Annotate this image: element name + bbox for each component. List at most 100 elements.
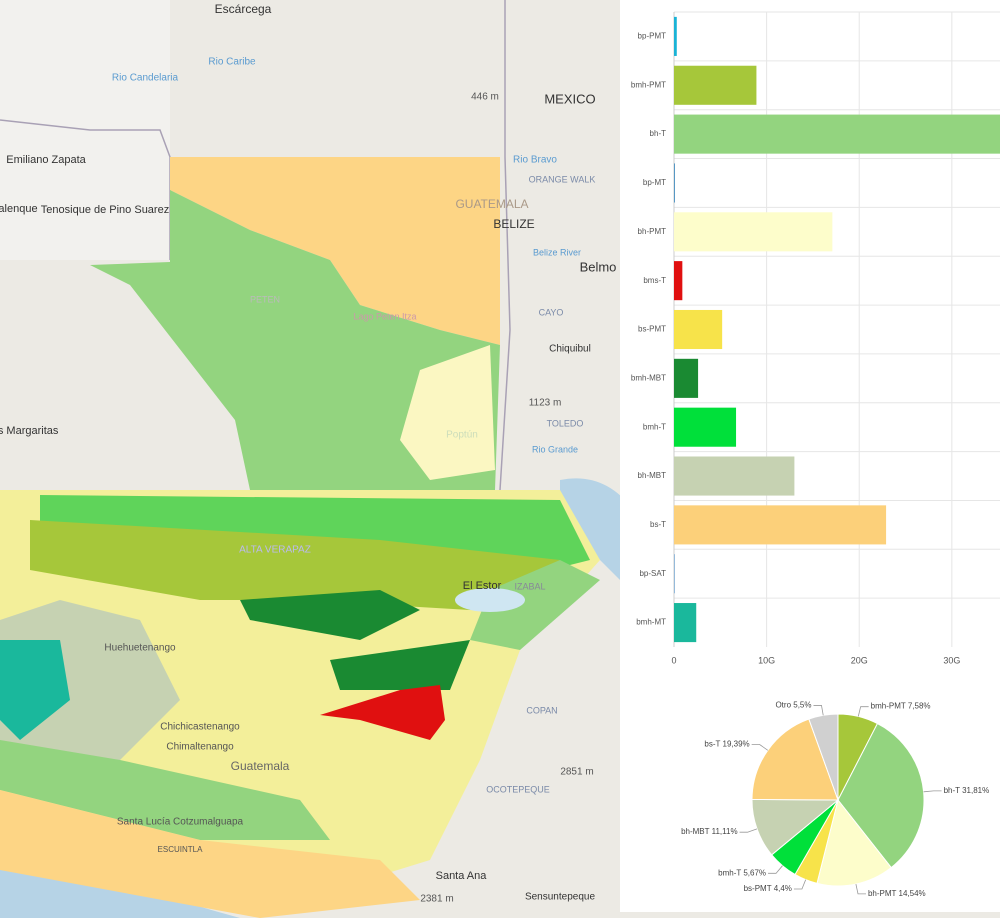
zone-bmh-mbt — [330, 640, 470, 690]
pie-label: bs-PMT 4,4% — [744, 884, 792, 893]
map-label: ESCUINTLA — [158, 845, 204, 854]
map-label: Belmo — [580, 259, 617, 274]
y-tick-label: bh-PMT — [638, 227, 667, 236]
map-label: Guatemala — [231, 759, 290, 773]
map-label: Rio Bravo — [513, 155, 557, 166]
zone-bs-t — [170, 157, 500, 345]
map-label: 2851 m — [560, 767, 593, 778]
pie-label-value: 31,81% — [962, 786, 989, 795]
map-label: Belize River — [533, 247, 581, 257]
y-tick-label: bms-T — [643, 276, 666, 285]
map-labels: Escárcega Emiliano Zapata Tenosique de Pin… — [0, 2, 616, 904]
map-label: Chichicastenango — [160, 722, 240, 733]
leader-line — [793, 879, 807, 890]
map-label: Poptún — [446, 430, 478, 441]
zone-bmh-mt — [0, 640, 70, 740]
zone-bh-t — [0, 740, 330, 840]
map-label: Rio Caribe — [208, 57, 256, 68]
bar — [674, 407, 737, 447]
map-label: ORANGE WALK — [529, 174, 596, 184]
pie-label-name: bh-T — [944, 786, 961, 795]
x-tick-label: 0 — [671, 655, 676, 665]
map-label: Rio Candelaria — [112, 73, 179, 84]
bar — [674, 505, 887, 545]
bar — [674, 358, 699, 398]
pie-label: bs-T 19,39% — [704, 740, 749, 749]
zone-bh-pmt — [400, 345, 495, 480]
y-tick-label: bh-T — [650, 129, 667, 138]
map-label: PETEN — [250, 294, 280, 304]
map-label: 1123 m — [529, 398, 562, 409]
bar — [674, 16, 677, 56]
map-label: El Estor — [463, 580, 502, 592]
bar — [674, 163, 675, 203]
bar — [674, 309, 723, 350]
map-label: Emiliano Zapata — [6, 154, 86, 166]
y-tick-label: bmh-MT — [636, 618, 666, 627]
leader-line — [813, 705, 824, 716]
map-label: OCOTEPEQUE — [486, 784, 550, 794]
map-label: Santa Ana — [436, 870, 488, 882]
map-label: alenque — [0, 203, 38, 215]
zone-bh-t — [90, 190, 500, 490]
y-tick-label: bp-SAT — [639, 569, 666, 578]
y-tick-label: bh-MBT — [638, 471, 667, 480]
pie-label-value: 5,5% — [793, 701, 811, 710]
bar — [674, 212, 833, 252]
leader-line — [855, 884, 866, 895]
map-label: Santa Lucía Cotzumalguapa — [117, 817, 244, 828]
bar — [674, 65, 757, 105]
leader-line — [923, 790, 942, 793]
y-tick-label: bp-MT — [643, 178, 666, 187]
bar-chart: 0 10G 20G 30G bp-PMT bmh-PMT bh-T bp-MT bh-PMT bm… — [631, 11, 1000, 665]
y-tick-label: bmh-MBT — [631, 373, 666, 382]
pie-label: Otro 5,5% — [775, 701, 811, 710]
leader-line — [739, 828, 758, 833]
map-label: Escárcega — [215, 2, 272, 16]
map-label: GUATEMALA — [455, 197, 528, 211]
map-label: Chiquibul — [549, 344, 591, 355]
pie-label-value: 11,11% — [712, 827, 738, 836]
y-tick-label: bmh-T — [643, 422, 666, 431]
bar — [674, 114, 1000, 154]
x-tick-label: 10G — [758, 655, 775, 665]
zone-bh-t — [470, 560, 600, 650]
map-label: COPAN — [526, 705, 557, 715]
pie-label-name: bh-MBT — [681, 827, 710, 836]
zone-bmh-mbt — [240, 590, 420, 640]
leader-line — [751, 744, 769, 751]
pie-label: bmh-T 5,67% — [718, 868, 766, 877]
bar — [674, 603, 697, 643]
pie-label-name: bs-PMT — [744, 884, 772, 893]
pie-label-name: Otro — [775, 701, 791, 710]
map-label: BELIZE — [493, 217, 534, 231]
bar — [674, 456, 795, 496]
pie-chart: bmh-PMT 7,58% bh-T 31,81% bh-PMT 14,54% bs-… — [681, 701, 989, 898]
x-tick-label: 20G — [851, 655, 868, 665]
pie-label-name: bmh-T — [718, 868, 741, 877]
y-tick-label: bmh-PMT — [631, 80, 666, 89]
pie-label-value: 19,39% — [723, 740, 750, 749]
map-label: ALTA VERAPAZ — [239, 545, 311, 556]
bar — [674, 554, 675, 594]
map-label: Chimaltenango — [166, 742, 234, 753]
map-label: Lago Peten Itza — [353, 311, 416, 321]
pie-slice — [837, 722, 925, 869]
map-label: Las Margaritas — [0, 425, 59, 437]
leader-line — [768, 865, 783, 874]
map-label: 446 m — [471, 92, 499, 103]
pie-label-value: 7,58% — [908, 702, 931, 711]
pie-label-value: 4,4% — [774, 884, 792, 893]
map-label: Tenosique de Pino Suarez — [41, 204, 169, 216]
zone-bs-t — [0, 790, 420, 918]
pie-slice — [816, 798, 892, 887]
map-label: Rio Grande — [532, 444, 578, 454]
pie-label-value: 5,67% — [743, 868, 766, 877]
map-label: CAYO — [539, 307, 564, 317]
pie-label-value: 14,54% — [899, 889, 926, 898]
map-label: IZABAL — [514, 581, 545, 591]
leader-line — [857, 706, 869, 717]
zone-bmh-pmt — [30, 520, 560, 610]
